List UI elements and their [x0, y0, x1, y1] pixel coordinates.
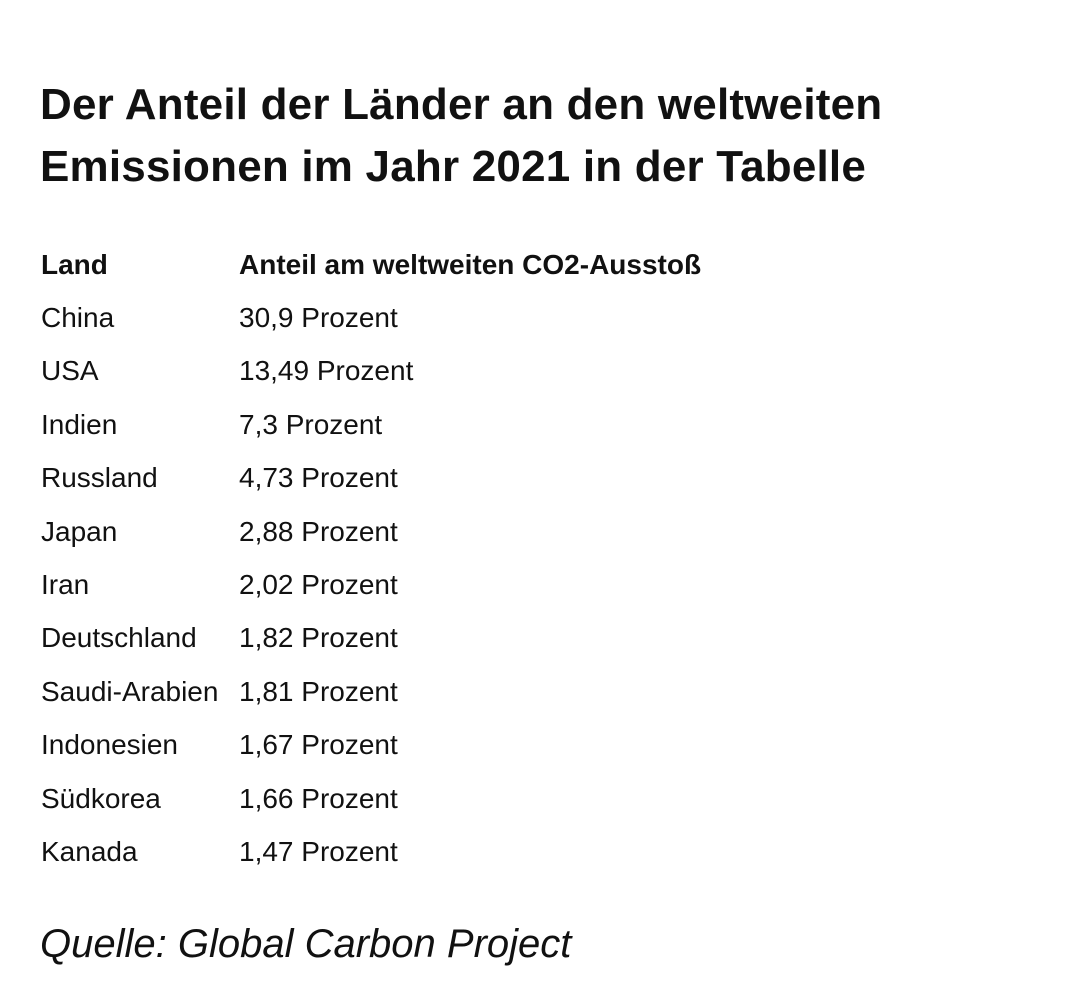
country-cell: Südkorea	[41, 782, 161, 814]
table-row: Indien 7,3 Prozent	[41, 398, 701, 451]
country-cell: Deutschland	[41, 622, 197, 654]
emissions-table: Land Anteil am weltweiten CO2-Ausstoß Ch…	[41, 238, 701, 879]
table-row: Kanada 1,47 Prozent	[41, 825, 701, 878]
table-row: USA 13,49 Prozent	[41, 345, 701, 398]
country-cell: Iran	[41, 569, 90, 601]
share-cell: 4,73 Prozent	[239, 462, 398, 494]
country-cell: USA	[41, 355, 99, 387]
table-row: Russland 4,73 Prozent	[41, 452, 701, 505]
table-row: Deutschland 1,82 Prozent	[41, 612, 701, 665]
country-cell: Japan	[41, 515, 118, 547]
country-cell: Saudi-Arabien	[41, 675, 219, 707]
share-cell: 2,02 Prozent	[239, 569, 398, 601]
share-cell: 1,66 Prozent	[239, 782, 398, 814]
country-cell: Indien	[41, 408, 118, 440]
share-cell: 2,88 Prozent	[239, 515, 398, 547]
share-cell: 1,82 Prozent	[239, 622, 398, 654]
table-row: Iran 2,02 Prozent	[41, 558, 701, 611]
column-header-land: Land	[41, 248, 108, 280]
page-title: Der Anteil der Länder an den weltweiten …	[40, 74, 1040, 198]
table-row: China 30,9 Prozent	[41, 291, 701, 344]
column-header-share: Anteil am weltweiten CO2-Ausstoß	[239, 248, 702, 280]
title-line-2: Emissionen im Jahr 2021 in der Tabelle	[40, 142, 867, 191]
country-cell: Kanada	[41, 835, 138, 867]
share-cell: 30,9 Prozent	[239, 302, 398, 334]
table-row: Südkorea 1,66 Prozent	[41, 772, 701, 825]
table-row: Japan 2,88 Prozent	[41, 505, 701, 558]
share-cell: 13,49 Prozent	[239, 355, 414, 387]
share-cell: 7,3 Prozent	[239, 408, 383, 440]
table-body: China 30,9 Prozent USA 13,49 Prozent Ind…	[41, 291, 701, 878]
source-note: Quelle: Global Carbon Project	[40, 922, 572, 966]
title-line-1: Der Anteil der Länder an den weltweiten	[40, 80, 883, 129]
table-row: Indonesien 1,67 Prozent	[41, 719, 701, 772]
table-head: Land Anteil am weltweiten CO2-Ausstoß	[41, 238, 701, 291]
share-cell: 1,67 Prozent	[239, 729, 398, 761]
country-cell: Russland	[41, 462, 158, 494]
country-cell: Indonesien	[41, 729, 179, 761]
table-row: Saudi-Arabien 1,81 Prozent	[41, 665, 701, 718]
share-cell: 1,47 Prozent	[239, 835, 398, 867]
table-header-row: Land Anteil am weltweiten CO2-Ausstoß	[41, 238, 701, 291]
country-cell: China	[41, 302, 115, 334]
share-cell: 1,81 Prozent	[239, 675, 398, 707]
